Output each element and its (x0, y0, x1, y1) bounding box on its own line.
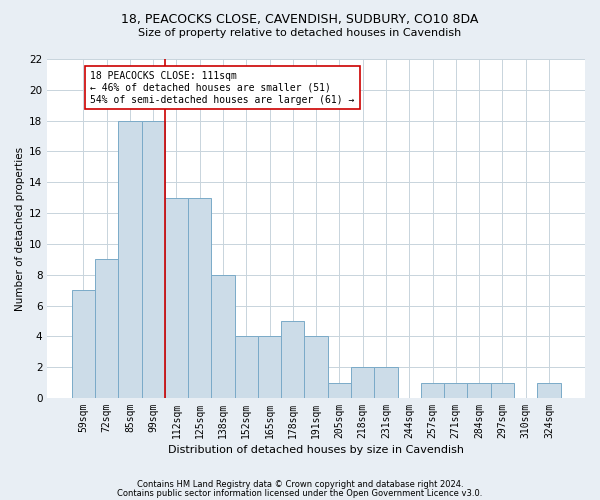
Text: 18 PEACOCKS CLOSE: 111sqm
← 46% of detached houses are smaller (51)
54% of semi-: 18 PEACOCKS CLOSE: 111sqm ← 46% of detac… (91, 72, 355, 104)
Bar (235, 336, 258, 398)
Bar (95, 260, 118, 398)
Bar (444, 382, 467, 398)
Text: 18, PEACOCKS CLOSE, CAVENDISH, SUDBURY, CO10 8DA: 18, PEACOCKS CLOSE, CAVENDISH, SUDBURY, … (121, 12, 479, 26)
Text: Size of property relative to detached houses in Cavendish: Size of property relative to detached ho… (139, 28, 461, 38)
Bar (351, 367, 374, 398)
Bar (491, 382, 514, 398)
Bar (281, 321, 304, 398)
Bar (258, 336, 281, 398)
Bar (118, 120, 142, 398)
Bar (374, 367, 398, 398)
Bar (165, 198, 188, 398)
Text: Contains public sector information licensed under the Open Government Licence v3: Contains public sector information licen… (118, 488, 482, 498)
Bar (537, 382, 560, 398)
Bar (142, 120, 165, 398)
Text: Contains HM Land Registry data © Crown copyright and database right 2024.: Contains HM Land Registry data © Crown c… (137, 480, 463, 489)
Bar (188, 198, 211, 398)
Bar (72, 290, 95, 398)
Bar (467, 382, 491, 398)
Bar (328, 382, 351, 398)
Bar (421, 382, 444, 398)
X-axis label: Distribution of detached houses by size in Cavendish: Distribution of detached houses by size … (168, 445, 464, 455)
Bar (211, 274, 235, 398)
Y-axis label: Number of detached properties: Number of detached properties (15, 146, 25, 310)
Bar (304, 336, 328, 398)
